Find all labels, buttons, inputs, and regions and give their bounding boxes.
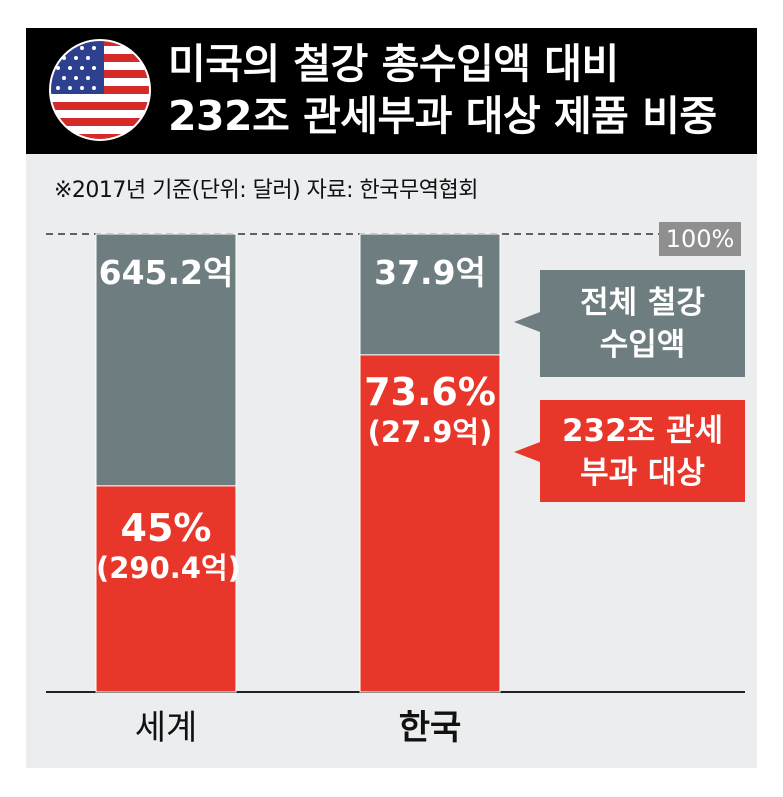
- world-total-label: 645.2억: [98, 253, 234, 292]
- x-tick-world: 세계: [134, 708, 198, 748]
- title-banner: 미국의 철강 총수입액 대비 232조 관세부과 대상 제품 비중: [26, 28, 757, 154]
- bar-korea-target: [359, 354, 501, 693]
- legend-total-line-1: 전체 철강: [580, 285, 705, 321]
- legend-target: 232조 관세 부과 대상: [540, 410, 745, 494]
- bar-world-target: [95, 485, 237, 693]
- x-tick-korea: 한국: [398, 708, 462, 748]
- korea-total-label: 37.9억: [374, 253, 486, 292]
- callout-target-box: [514, 400, 745, 502]
- chart-title: 미국의 철강 총수입액 대비 232조 관세부과 대상 제품 비중: [168, 38, 748, 142]
- title-line-1: 미국의 철강 총수입액 대비: [168, 40, 619, 88]
- callout-total-box: [514, 270, 745, 377]
- bar-world-total: [95, 233, 237, 487]
- world-target-label: 45% (290.4억): [96, 506, 241, 586]
- legend-total-line-2: 수입액: [599, 327, 686, 363]
- korea-target-amount: (27.9억): [367, 415, 493, 449]
- legend-target-line-1: 232조 관세: [561, 413, 724, 449]
- title-line-2: 232조 관세부과 대상 제품 비중: [168, 92, 717, 140]
- korea-target-label: 73.6% (27.9억): [360, 370, 500, 450]
- world-target-percent: 45%: [120, 506, 212, 550]
- source-note: ※2017년 기준(단위: 달러) 자료: 한국무역협회: [54, 178, 479, 203]
- bar-korea-total: [359, 233, 501, 356]
- world-target-amount: (290.4억): [96, 551, 241, 585]
- reference-label-100: 100%: [659, 222, 741, 256]
- legend-target-line-2: 부과 대상: [580, 455, 705, 491]
- legend-total: 전체 철강 수입액: [540, 282, 745, 366]
- us-flag-icon: [49, 39, 151, 141]
- korea-target-percent: 73.6%: [364, 370, 496, 414]
